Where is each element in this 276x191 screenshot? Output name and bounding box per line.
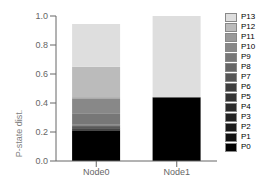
html-text:P12: P12 <box>241 22 256 31</box>
html-text:P1: P1 <box>241 132 251 141</box>
html-text:P13: P13 <box>241 12 256 21</box>
html-text:P2: P2 <box>241 122 251 131</box>
svg-text:Node0: Node0 <box>83 167 110 177</box>
html-text:P4: P4 <box>241 102 251 111</box>
html-text:P0: P0 <box>241 142 251 151</box>
svg-text:0.8: 0.8 <box>35 40 48 50</box>
svg-text:0.4: 0.4 <box>35 98 48 108</box>
html-text:P11: P11 <box>241 32 255 41</box>
html-text:P5: P5 <box>241 92 251 101</box>
svg-text:P-state dist.: P-state dist. <box>14 110 24 158</box>
html-text:P3: P3 <box>241 112 251 121</box>
html-text:P6: P6 <box>241 82 251 91</box>
html-text:P9: P9 <box>241 52 251 61</box>
svg-text:0.0: 0.0 <box>35 156 48 166</box>
html-text:P10: P10 <box>241 42 256 51</box>
html-text:P8: P8 <box>241 62 251 71</box>
svg-text:0.6: 0.6 <box>35 69 48 79</box>
svg-text:Node1: Node1 <box>163 167 190 177</box>
html-text:P7: P7 <box>241 72 251 81</box>
svg-text:0.2: 0.2 <box>35 127 48 137</box>
svg-text:1.0: 1.0 <box>35 11 48 21</box>
